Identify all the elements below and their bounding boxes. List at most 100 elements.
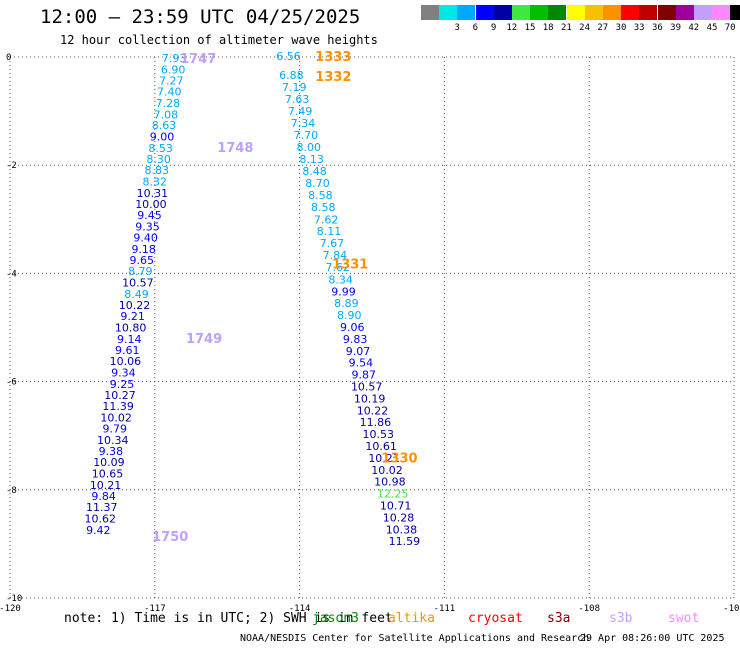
wave-height-value: 10.22 bbox=[357, 404, 389, 417]
wave-height-value: 8.70 bbox=[305, 177, 330, 190]
generated-timestamp: 29 Apr 08:26:00 UTC 2025 bbox=[580, 633, 725, 644]
wave-height-value: 8.30 bbox=[146, 153, 171, 166]
color-scale-label: 42 bbox=[688, 23, 700, 33]
x-tick-label: -117 bbox=[144, 604, 166, 614]
wave-height-value: 10.53 bbox=[363, 428, 395, 441]
wave-height-value: 10.57 bbox=[351, 380, 383, 393]
color-scale-label: 30 bbox=[615, 23, 627, 33]
color-scale-label: 36 bbox=[651, 23, 663, 33]
y-tick-label: -6 bbox=[6, 378, 17, 388]
wave-height-value: 8.90 bbox=[337, 309, 362, 322]
wave-height-value: 8.58 bbox=[311, 201, 336, 214]
pass-time-label: 1331 bbox=[332, 258, 368, 273]
color-swatch bbox=[675, 5, 694, 20]
color-swatch bbox=[730, 5, 740, 20]
page-subtitle: 12 hour collection of altimeter wave hei… bbox=[60, 33, 378, 47]
wave-height-value: 9.18 bbox=[131, 243, 156, 256]
pass-time-label: 1332 bbox=[315, 70, 351, 85]
wave-height-value: 8.00 bbox=[297, 141, 322, 154]
wave-height-value: 10.65 bbox=[92, 468, 124, 481]
wave-height-value: 9.61 bbox=[115, 344, 140, 357]
pass-time-label: 1750 bbox=[152, 530, 188, 545]
wave-height-value: 6.88 bbox=[279, 69, 304, 82]
color-swatch bbox=[457, 5, 476, 20]
y-tick-label: -10 bbox=[6, 594, 22, 604]
pass-time-label: 1749 bbox=[186, 332, 222, 347]
pass-time-label: 1747 bbox=[180, 52, 216, 67]
wave-height-value: 9.14 bbox=[117, 333, 142, 346]
color-scale-label: 45 bbox=[706, 23, 718, 33]
wave-height-value: 10.34 bbox=[97, 434, 129, 447]
wave-height-value: 7.62 bbox=[325, 261, 350, 274]
color-scale-label: 9 bbox=[490, 23, 497, 33]
wave-height-value: 11.86 bbox=[360, 416, 392, 429]
wave-height-value: 10.80 bbox=[115, 322, 147, 335]
altimeter-passes: 7.936.907.277.407.287.088.639.008.538.30… bbox=[85, 50, 421, 548]
color-swatch bbox=[657, 5, 676, 20]
color-swatch bbox=[421, 5, 439, 20]
wave-height-value: 9.38 bbox=[99, 445, 124, 458]
wave-height-value: 7.34 bbox=[291, 117, 316, 130]
page-title: 12:00 – 23:59 UTC 04/25/2025 bbox=[40, 6, 361, 28]
wave-height-value: 9.00 bbox=[150, 131, 175, 144]
color-scale-label: 12 bbox=[506, 23, 518, 33]
color-swatch bbox=[694, 5, 712, 20]
wave-height-value: 10.38 bbox=[386, 523, 418, 536]
color-scale-label: 27 bbox=[597, 23, 609, 33]
wave-height-value: 10.19 bbox=[354, 392, 386, 405]
wave-height-value: 10.22 bbox=[119, 299, 151, 312]
mission-label-s3a: s3a bbox=[547, 611, 571, 626]
wave-height-value: 7.67 bbox=[320, 237, 345, 250]
wave-height-value: 10.71 bbox=[380, 499, 412, 512]
wave-height-value: 9.42 bbox=[86, 524, 111, 537]
color-scale-label: 33 bbox=[633, 23, 645, 33]
color-swatch bbox=[566, 5, 585, 20]
wave-height-value: 10.06 bbox=[110, 355, 142, 368]
color-scale-label: 15 bbox=[524, 23, 536, 33]
wave-height-value: 9.40 bbox=[133, 232, 158, 245]
wave-height-value: 8.58 bbox=[308, 189, 333, 202]
map-axes: -120 -117 -114 -111 -108 -105 0 -2 -4 -6 -8 -10 bbox=[0, 53, 740, 614]
wave-height-value: 9.99 bbox=[331, 285, 356, 298]
color-scale-label: 39 bbox=[670, 23, 682, 33]
wave-height-value: 8.48 bbox=[302, 165, 327, 178]
wave-height-value: 9.45 bbox=[137, 209, 162, 222]
wave-height-value: 9.06 bbox=[340, 321, 365, 334]
wave-height-value: 10.27 bbox=[104, 389, 136, 402]
wave-height-value: 8.89 bbox=[334, 297, 359, 310]
color-swatch bbox=[512, 5, 530, 20]
wave-height-value: 7.62 bbox=[314, 213, 339, 226]
color-swatch bbox=[475, 5, 494, 20]
wave-height-value: 10.02 bbox=[371, 464, 403, 477]
wave-height-value: 10.62 bbox=[85, 512, 117, 525]
color-swatch bbox=[621, 5, 640, 20]
x-tick-label: -105 bbox=[723, 604, 740, 614]
wave-height-value: 7.27 bbox=[159, 74, 184, 87]
wave-height-value: 9.35 bbox=[135, 220, 160, 233]
wave-height-value: 11.39 bbox=[102, 400, 134, 413]
wave-height-value: 11.37 bbox=[86, 501, 118, 514]
color-scale-label: 6 bbox=[472, 23, 479, 33]
wave-height-value: 7.93 bbox=[162, 52, 187, 65]
color-swatch bbox=[493, 5, 512, 20]
wave-height-value: 10.98 bbox=[374, 476, 406, 489]
wave-height-value: 8.83 bbox=[144, 164, 169, 177]
wave-height-value: 6.90 bbox=[161, 63, 186, 76]
color-swatch bbox=[530, 5, 549, 20]
color-swatch bbox=[603, 5, 621, 20]
wave-height-value: 8.34 bbox=[328, 273, 353, 286]
wave-height-value: 10.21 bbox=[368, 452, 400, 465]
satellite-pass: 7.936.907.277.407.287.088.639.008.538.30… bbox=[85, 52, 254, 545]
wave-height-value: 9.34 bbox=[111, 366, 136, 379]
wave-height-value: 11.59 bbox=[389, 535, 421, 548]
wave-height-value: 8.32 bbox=[143, 175, 168, 188]
wave-height-value: 7.49 bbox=[288, 105, 313, 118]
wave-height-value: 9.25 bbox=[110, 378, 135, 391]
wave-height-value: 10.21 bbox=[90, 479, 122, 492]
pass-time-label: 1330 bbox=[381, 451, 417, 466]
wave-height-value: 10.28 bbox=[383, 511, 415, 524]
wave-height-value: 10.57 bbox=[122, 277, 154, 290]
wave-height-value: 10.09 bbox=[93, 456, 125, 469]
wave-height-value: 9.79 bbox=[102, 423, 127, 436]
map-grid bbox=[9, 56, 735, 599]
